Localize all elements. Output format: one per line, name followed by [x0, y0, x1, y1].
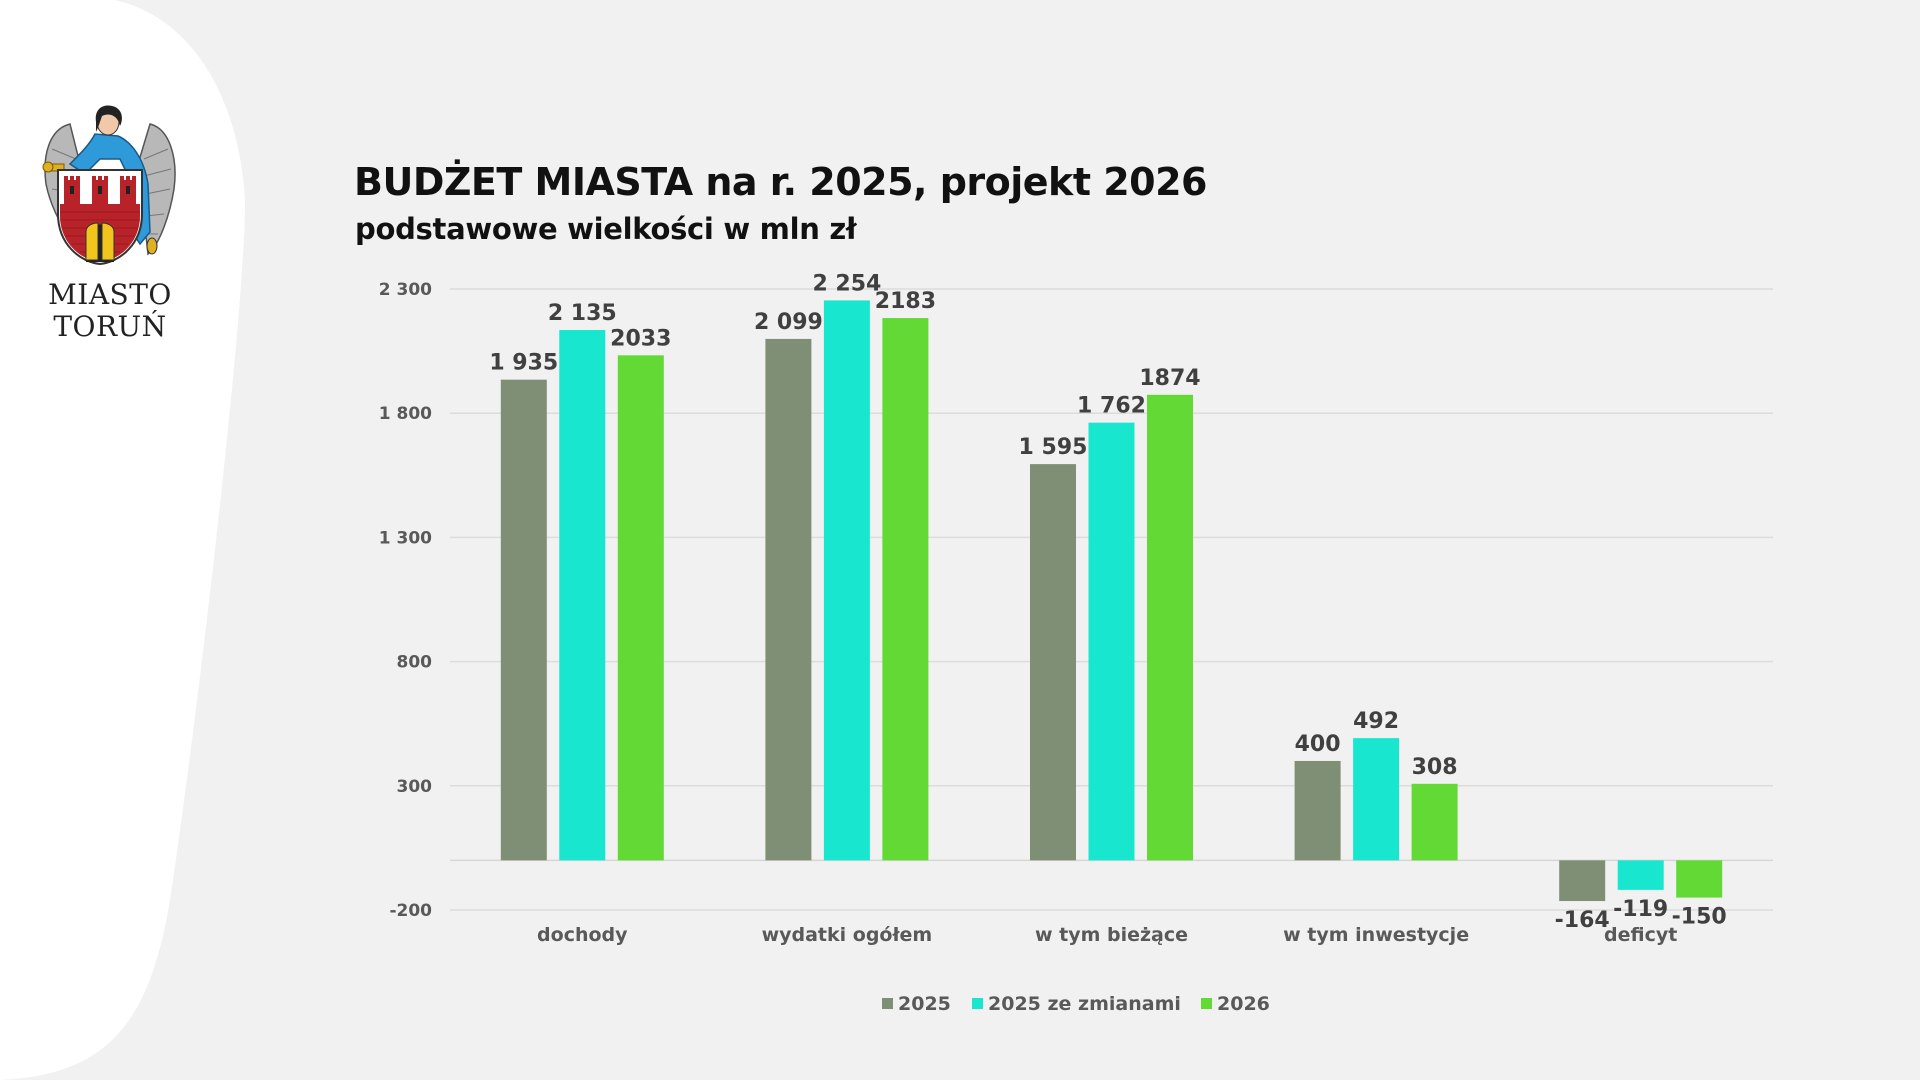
data-label: 400	[1295, 732, 1341, 757]
bar-2026-2	[1147, 394, 1193, 861]
data-label: 1874	[1139, 366, 1200, 391]
legend-swatch	[1201, 998, 1212, 1009]
data-label: 2183	[875, 289, 936, 314]
miasto-torun-logo: MIASTO TORUŃ	[40, 104, 180, 350]
legend-label: 2026	[1217, 993, 1270, 1015]
legend-item-2: 2026	[1201, 993, 1270, 1015]
data-label: 2 254	[812, 271, 881, 296]
legend-item-1: 2025 ze zmianami	[972, 993, 1181, 1015]
bar-2025-1	[765, 338, 812, 861]
logo-text-miasto: MIASTO	[48, 278, 172, 311]
x-category-label: wydatki ogółem	[762, 924, 933, 946]
bar-2025-ze-zmianami-1	[823, 300, 870, 861]
data-label: -150	[1672, 905, 1727, 930]
x-category-label: w tym inwestycje	[1283, 924, 1469, 946]
bar-2025-ze-zmianami-4	[1617, 860, 1664, 890]
page-title: BUDŻET MIASTA na r. 2025, projekt 2026	[354, 160, 1207, 204]
bar-2026-0	[617, 355, 664, 861]
bar-2026-1	[882, 318, 929, 861]
bar-2025-4	[1559, 860, 1606, 902]
y-tick-label: 1 800	[379, 404, 432, 424]
data-label: 2 135	[548, 301, 617, 326]
legend-swatch	[882, 998, 893, 1009]
y-axis-ticks: 2 300 1 800 1 300 800 300 -200	[379, 280, 432, 921]
y-tick-label: -200	[389, 901, 432, 921]
y-tick-label: 2 300	[379, 280, 432, 300]
data-label: 1 935	[489, 351, 558, 376]
data-label: -164	[1555, 908, 1610, 933]
page-subtitle: podstawowe wielkości w mln zł	[355, 212, 857, 246]
bar-2025-ze-zmianami-0	[559, 329, 606, 861]
data-label: 2033	[610, 326, 671, 351]
x-category-label: deficyt	[1604, 924, 1677, 946]
data-label: 308	[1412, 755, 1458, 780]
data-label: 2 099	[754, 310, 823, 335]
data-label: 1 762	[1077, 394, 1146, 419]
bars	[500, 300, 1723, 902]
legend-item-0: 2025	[882, 993, 951, 1015]
coat-of-arms-icon	[42, 105, 176, 266]
data-label: 492	[1353, 709, 1399, 734]
bar-2025-3	[1294, 760, 1341, 861]
x-axis-categories: dochody wydatki ogółem w tym bieżące w tym …	[537, 924, 1677, 946]
x-category-label: dochody	[537, 924, 628, 946]
bar-2026-4	[1676, 860, 1723, 898]
legend: 2025 2025 ze zmianami 2026	[882, 993, 1270, 1015]
data-label: 1 595	[1019, 435, 1088, 460]
legend-swatch	[972, 998, 983, 1009]
bar-2025-ze-zmianami-2	[1088, 422, 1135, 861]
y-tick-label: 800	[397, 653, 433, 673]
legend-label: 2025 ze zmianami	[988, 993, 1181, 1015]
bar-2025-2	[1030, 464, 1076, 861]
y-tick-label: 1 300	[379, 528, 432, 548]
logo-text-torun: TORUŃ	[53, 310, 167, 343]
bar-2026-3	[1411, 783, 1458, 861]
y-tick-label: 300	[397, 777, 433, 797]
x-category-label: w tym bieżące	[1035, 924, 1188, 946]
data-label: -119	[1613, 897, 1668, 922]
legend-label: 2025	[898, 993, 951, 1015]
bar-2025-0	[500, 379, 547, 861]
gridlines	[450, 288, 1773, 911]
bar-2025-ze-zmianami-3	[1353, 738, 1400, 861]
